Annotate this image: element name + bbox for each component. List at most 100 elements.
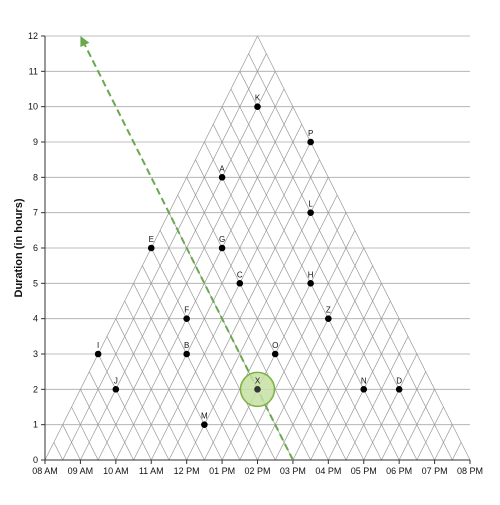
y-tick-label: 8 — [33, 172, 38, 182]
y-tick-label: 7 — [33, 208, 38, 218]
point-label-c: C — [237, 270, 243, 279]
data-point-l — [307, 209, 314, 216]
triangle-gridline — [204, 141, 365, 461]
data-point-d — [395, 386, 403, 393]
data-point-f — [183, 315, 190, 322]
point-label-k: K — [255, 94, 261, 103]
x-tick-label: 08 AM — [32, 466, 58, 476]
y-tick-label: 11 — [29, 66, 38, 76]
y-tick-label: 4 — [33, 314, 38, 324]
data-point-j — [112, 386, 120, 393]
point-label-a: A — [219, 164, 225, 173]
x-tick-label: 08 PM — [457, 466, 483, 476]
data-point-b — [183, 350, 190, 358]
triangle-gridline — [168, 159, 320, 461]
data-point-n — [360, 386, 368, 393]
triangle-gridline — [71, 406, 99, 461]
y-tick-label: 2 — [33, 384, 38, 394]
point-label-z: Z — [326, 306, 331, 315]
y-tick-label: 12 — [28, 31, 38, 41]
y-tick-label: 5 — [33, 278, 38, 288]
x-tick-label: 03 PM — [280, 466, 306, 476]
triangle-gridline — [80, 389, 117, 461]
point-label-n: N — [361, 376, 367, 385]
point-label-e: E — [149, 235, 154, 244]
data-point-a — [218, 174, 226, 181]
data-point-e — [147, 244, 155, 252]
triangle-gridline — [88, 371, 134, 461]
y-tick-label: 6 — [33, 243, 38, 253]
point-label-o: O — [272, 341, 278, 350]
triangle-gridline — [310, 300, 391, 461]
triangle-gridline — [53, 442, 64, 461]
triangle-gridline — [142, 265, 241, 461]
triangle-gridline — [381, 371, 427, 461]
data-point-h — [307, 280, 314, 287]
triangle-gridline — [257, 35, 471, 461]
triangle-gridline — [239, 71, 435, 461]
triangle-gridline — [115, 318, 187, 461]
triangle-gridline — [124, 300, 205, 461]
y-tick-label: 3 — [33, 349, 38, 359]
arrow-head — [80, 36, 90, 48]
triangle-gridline — [274, 265, 373, 461]
y-axis-title: Duration (in hours) — [13, 198, 25, 297]
point-label-b: B — [184, 341, 189, 350]
triangle-gridline — [133, 283, 223, 461]
data-point-p — [307, 138, 314, 146]
data-point-z — [325, 315, 332, 322]
data-point-m — [201, 421, 208, 428]
x-tick-label: 05 PM — [351, 466, 377, 476]
triangle-gridline — [204, 194, 338, 461]
triangle-gridline — [195, 159, 347, 461]
triangle-gridline — [133, 124, 303, 461]
x-tick-label: 01 PM — [209, 466, 235, 476]
x-tick-label: 06 PM — [386, 466, 412, 476]
point-label-j: J — [114, 376, 118, 385]
x-tick-label: 07 PM — [422, 466, 448, 476]
point-label-l: L — [308, 200, 313, 209]
points-layer: K P A L E G C H F Z I B O J X N D M — [94, 94, 403, 428]
triangle-gridline — [177, 194, 311, 461]
triangle-gridline — [416, 406, 444, 461]
x-tick-label: 02 PM — [244, 466, 270, 476]
y-tick-label: 9 — [33, 137, 38, 147]
triangle-gridline — [451, 442, 462, 461]
data-point-o — [271, 350, 279, 358]
triangle-gridline — [345, 336, 409, 461]
point-label-g: G — [219, 235, 225, 244]
data-point-i — [94, 350, 102, 358]
triangle-gridline — [212, 124, 382, 461]
x-tick-label: 10 AM — [103, 466, 129, 476]
point-label-f: F — [184, 306, 189, 315]
point-label-d: D — [396, 376, 402, 385]
data-point-c — [236, 280, 244, 287]
point-label-p: P — [308, 129, 313, 138]
triangle-gridline — [150, 247, 258, 461]
point-label-i: I — [97, 341, 99, 350]
triangle-gridline — [239, 230, 356, 461]
point-label-x: X — [255, 376, 261, 385]
data-point-g — [218, 244, 226, 252]
triangle-gridline — [62, 424, 81, 461]
data-point-k — [254, 103, 261, 110]
x-tick-label: 09 AM — [68, 466, 94, 476]
y-tick-label: 1 — [33, 420, 38, 430]
point-label-h: H — [308, 270, 314, 279]
data-point-x — [254, 386, 261, 393]
triangle-gridline — [106, 336, 170, 461]
y-tick-label: 10 — [28, 102, 38, 112]
x-tick-label: 04 PM — [315, 466, 341, 476]
triangle-gridline — [248, 53, 453, 461]
triangle-gridline — [186, 177, 329, 461]
point-label-m: M — [201, 412, 208, 421]
triangle-gridline — [230, 88, 418, 461]
y-tick-label: 0 — [33, 455, 38, 465]
triangle-gridline — [62, 53, 267, 461]
triangle-gridline — [97, 88, 285, 461]
x-tick-label: 11 AM — [139, 466, 164, 476]
triangle-gridline — [97, 353, 152, 461]
